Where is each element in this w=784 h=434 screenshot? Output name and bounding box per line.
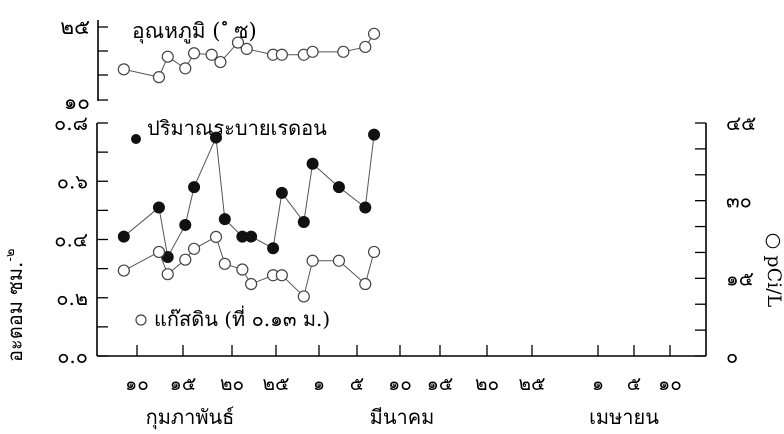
radon-panel: ๐.๘๐.๖๐.๔๐.๒๐.๐๔๕๓๐๑๕๐๑๐ ๑๕ ๒๐ ๒๕๑๕๑๐ ๑๕ ๒๐ ๒๕… — [3, 111, 784, 430]
soil-gas-point — [218, 257, 231, 270]
soil-gas-legend-label: แก๊สดิน (ที่ ๐.๑๓ ม.) — [154, 305, 330, 331]
soil-gas-point — [179, 253, 192, 266]
soil-gas-point — [306, 254, 319, 267]
x-tick-label: ๕ — [627, 373, 641, 395]
x-tick-label: ๒๕ — [519, 373, 546, 395]
month-label: เมษายน — [589, 405, 659, 429]
soil-gas-point — [152, 245, 166, 259]
soil-gas-point — [275, 269, 288, 282]
temperature-point — [275, 48, 288, 61]
temperature-point — [152, 71, 166, 84]
soil-gas-point — [117, 264, 130, 277]
soil-gas-legend-marker — [135, 314, 147, 326]
temperature-point — [179, 62, 192, 75]
right-y-tick-label: ๑๕ — [726, 266, 754, 290]
radon-flux-point — [359, 201, 372, 214]
left-axis-unit-superscript: -๒ — [3, 249, 18, 262]
radon-flux-point — [188, 181, 201, 194]
soil-gas-line — [123, 236, 375, 298]
left-y-tick-label: ๐.๘ — [54, 111, 88, 135]
month-label: มีนาคม — [370, 405, 435, 429]
radon-flux-point — [306, 157, 319, 170]
radon-flux-point — [297, 216, 310, 229]
radon-flux-point — [152, 201, 165, 214]
temperature-point — [337, 45, 350, 58]
temperature-point — [359, 40, 372, 54]
x-tick-label: ๑๐ — [388, 373, 412, 395]
x-tick-label: ๑๐ — [125, 373, 149, 395]
radon-flux-point — [245, 230, 258, 243]
temperature-point — [306, 45, 319, 58]
radon-legend-marker — [131, 134, 141, 144]
soil-gas-point — [367, 245, 381, 259]
x-tick-label: ๒๐ — [220, 373, 244, 395]
temperature-point — [231, 36, 245, 49]
soil-gas-point — [236, 263, 249, 276]
x-tick-label: ๑๐ — [658, 373, 682, 395]
radon-flux-point — [368, 128, 381, 141]
soil-gas-point — [187, 242, 201, 255]
radon-flux-point — [218, 213, 231, 226]
soil-gas-point — [245, 277, 258, 291]
x-tick-label: ๑๕ — [170, 373, 196, 395]
x-tick-label: ๒๐ — [475, 373, 499, 395]
radon-flux-point — [210, 131, 223, 144]
radon-flux-point — [117, 230, 130, 243]
soil-gas-point — [297, 290, 310, 303]
left-y-tick-label: ๐.๖ — [57, 169, 88, 193]
right-y-tick-label: ๓๐ — [726, 189, 752, 213]
radon-legend-label: ปริมาณระบายเรดอน — [147, 116, 327, 140]
temperature-point — [240, 42, 253, 56]
radon-flux-point — [179, 218, 192, 231]
right-y-tick-label: ๔๕ — [726, 111, 756, 135]
left-axis-label: อะตอม ซม. — [3, 262, 27, 362]
temperature-point — [187, 47, 201, 60]
temperature-point — [205, 48, 218, 61]
right-y-tick-label: ๐ — [726, 344, 738, 368]
temp-y-tick-label: ๑๐ — [64, 90, 90, 114]
left-y-tick-label: ๐.๒ — [56, 286, 88, 310]
x-tick-label: ๕ — [350, 373, 364, 395]
soil-gas-point — [161, 268, 174, 281]
temperature-point — [367, 27, 381, 40]
temperature-point — [117, 63, 130, 76]
temp-y-tick-label: ๒๕ — [60, 15, 90, 39]
radon-flux-point — [275, 186, 288, 199]
soil-gas-point — [209, 230, 223, 244]
left-axis-title: อะตอม ซม.-๒ — [3, 249, 27, 362]
temperature-point — [214, 55, 227, 69]
left-y-tick-label: ๐.๐ — [57, 344, 88, 368]
soil-gas-point — [359, 277, 372, 291]
soil-gas-point — [332, 254, 346, 267]
month-label: กุมภาพันธ์ — [146, 405, 235, 430]
left-y-tick-label: ๐.๔ — [54, 228, 88, 252]
x-tick-label: ๒๕ — [263, 373, 290, 395]
temperature-point — [161, 50, 174, 63]
radon-flux-point — [332, 181, 345, 194]
radon-flux-point — [267, 242, 280, 255]
x-tick-label: ๑ — [313, 373, 325, 395]
x-tick-label: ๑๕ — [427, 373, 453, 395]
right-axis-title: ○ pCi/L — [763, 233, 784, 308]
x-tick-label: ๑ — [592, 373, 604, 395]
